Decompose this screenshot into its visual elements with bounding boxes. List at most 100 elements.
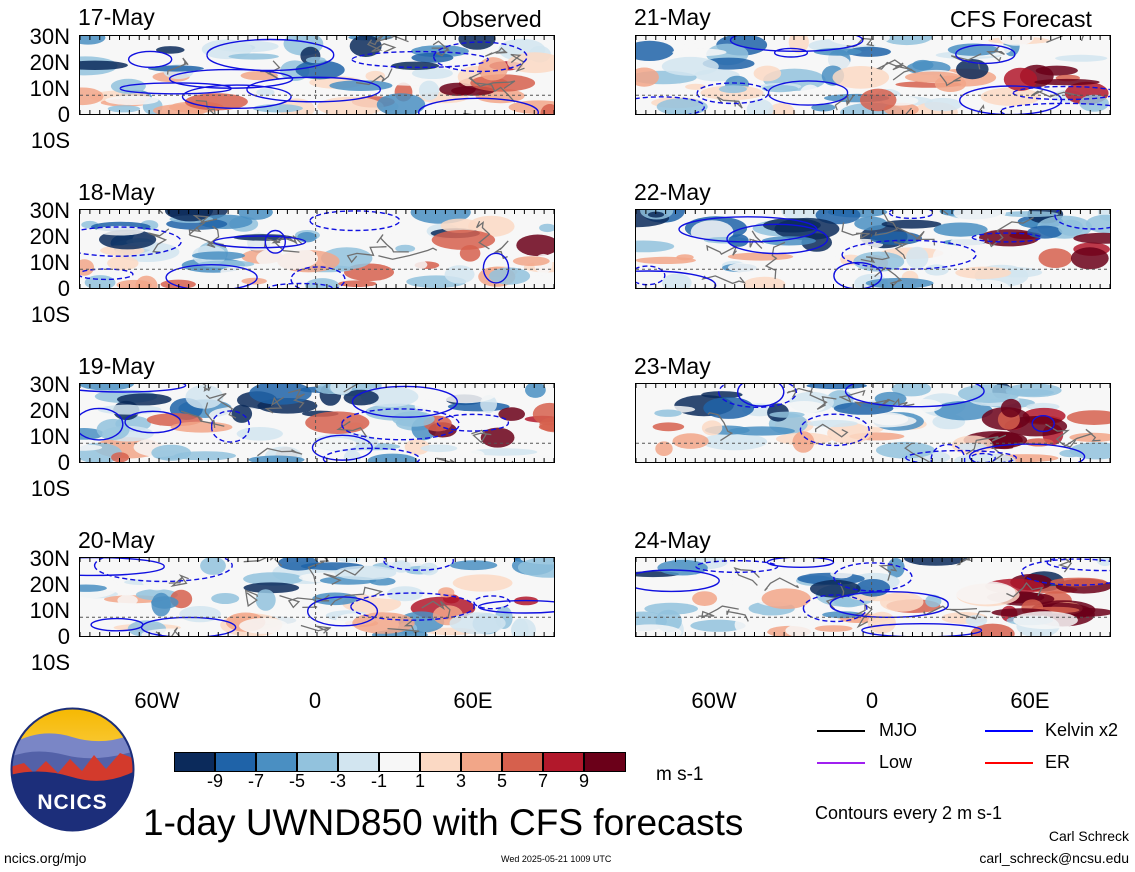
- kelvin-contour: [844, 384, 985, 408]
- coastline: [726, 609, 749, 622]
- panel-date: 17-May: [78, 4, 155, 30]
- wind-anomaly-shading: [391, 61, 440, 70]
- coastline: [204, 402, 216, 428]
- wind-anomaly-shading: [1000, 211, 1059, 218]
- map-field: [80, 36, 554, 114]
- kelvin-contour: [1031, 415, 1055, 433]
- wind-anomaly-shading: [847, 46, 891, 57]
- lat-label: 10S: [30, 650, 70, 675]
- wind-anomaly-shading: [334, 565, 397, 581]
- wind-anomaly-shading: [329, 80, 393, 91]
- lat-label: 10N: [29, 250, 70, 275]
- lat-label: 20N: [29, 224, 70, 249]
- wind-anomaly-shading: [539, 223, 554, 233]
- colorbar-label: 9: [578, 771, 589, 791]
- kelvin-contour: [636, 569, 720, 593]
- wind-anomaly-shading: [117, 594, 138, 606]
- coastline: [356, 68, 393, 86]
- wind-anomaly-shading: [657, 559, 708, 576]
- legend-line-er: [985, 762, 1033, 764]
- coastline: [471, 429, 492, 444]
- wind-anomaly-shading: [389, 258, 428, 272]
- kelvin-contour: [168, 68, 294, 89]
- coastline: [854, 603, 873, 629]
- colorbar-swatch: [256, 752, 297, 772]
- wind-anomaly-shading: [672, 433, 709, 449]
- wind-anomaly-shading: [488, 267, 531, 285]
- wind-anomaly-shading: [828, 36, 890, 46]
- wind-anomaly-shading: [411, 67, 453, 79]
- colorbar-label: -9: [206, 771, 223, 791]
- kelvin-contour: [482, 252, 510, 284]
- wind-anomaly-shading: [905, 399, 943, 413]
- wind-anomaly-shading: [107, 105, 141, 113]
- kelvin-contour: [210, 410, 250, 443]
- coastline: [387, 620, 420, 634]
- coastline: [206, 225, 224, 249]
- kelvin-contour: [127, 50, 173, 69]
- wind-anomaly-shading: [727, 262, 770, 273]
- kelvin-contour: [888, 210, 934, 220]
- kelvin-contour: [968, 443, 1086, 462]
- wind-anomaly-shading: [243, 582, 300, 594]
- kelvin-contour: [383, 558, 454, 571]
- wind-anomaly-shading: [498, 407, 525, 421]
- wind-anomaly-shading: [924, 97, 962, 112]
- kelvin-contour: [351, 50, 489, 69]
- coastline: [431, 40, 450, 57]
- colorbar-swatch: [584, 752, 626, 772]
- coastline: [188, 214, 218, 236]
- wind-anomaly-shading: [228, 53, 279, 60]
- coastline: [1006, 581, 1044, 598]
- kelvin-contour: [124, 410, 182, 434]
- contour-note: Contours every 2 m s-1: [815, 803, 1003, 823]
- colorbar-label: -7: [247, 771, 264, 791]
- wind-anomaly-shading: [879, 592, 924, 612]
- coastline: [716, 96, 743, 109]
- coastline: [891, 397, 915, 408]
- wind-anomaly-shading: [652, 422, 685, 432]
- kelvin-contour: [246, 76, 381, 103]
- wind-anomaly-shading: [305, 411, 370, 434]
- wind-anomaly-shading: [80, 60, 128, 70]
- kelvin-contour: [833, 562, 913, 592]
- wind-anomaly-shading: [198, 260, 255, 268]
- wind-anomaly-shading: [636, 40, 674, 61]
- wind-anomaly-shading: [743, 276, 786, 288]
- wind-anomaly-shading: [854, 216, 888, 231]
- wind-anomaly-shading: [516, 234, 554, 257]
- coastline: [896, 226, 936, 246]
- lon-label: 0: [308, 688, 322, 713]
- coastline: [468, 72, 516, 90]
- coastline: [834, 95, 854, 111]
- lat-label: 30N: [29, 198, 70, 223]
- wind-anomaly-shading: [251, 268, 286, 275]
- wind-anomaly-shading: [880, 36, 933, 46]
- map-panel-observed-2: [79, 209, 555, 289]
- kelvin-contour: [905, 449, 1017, 462]
- wind-anomaly-shading: [644, 602, 698, 615]
- wind-anomaly-shading: [647, 211, 665, 218]
- coastline: [986, 45, 1005, 62]
- kelvin-contour: [678, 216, 818, 243]
- map-panel-observed-4: [79, 557, 555, 637]
- map-panel-forecast-2: [635, 209, 1111, 289]
- lat-label: 10S: [30, 302, 70, 327]
- wind-anomaly-shading: [728, 234, 749, 247]
- coastline: [148, 228, 170, 253]
- kelvin-contour: [959, 85, 1063, 114]
- coastline: [469, 76, 516, 103]
- lat-label: 0: [57, 624, 70, 649]
- lat-label: 0: [57, 276, 70, 301]
- map-panel-forecast-3: [635, 383, 1111, 463]
- wind-anomaly-shading: [365, 70, 386, 82]
- wind-anomaly-shading: [1058, 219, 1084, 236]
- coastline: [366, 39, 397, 53]
- wind-anomaly-shading: [904, 558, 968, 566]
- footer-url[interactable]: ncics.org/mjo: [4, 850, 87, 866]
- wind-anomaly-shading: [1073, 232, 1110, 244]
- wind-anomaly-shading: [672, 36, 701, 45]
- map-field: [80, 210, 554, 288]
- footer-email[interactable]: carl_schreck@ncsu.edu: [979, 850, 1129, 866]
- kelvin-contour: [696, 82, 769, 105]
